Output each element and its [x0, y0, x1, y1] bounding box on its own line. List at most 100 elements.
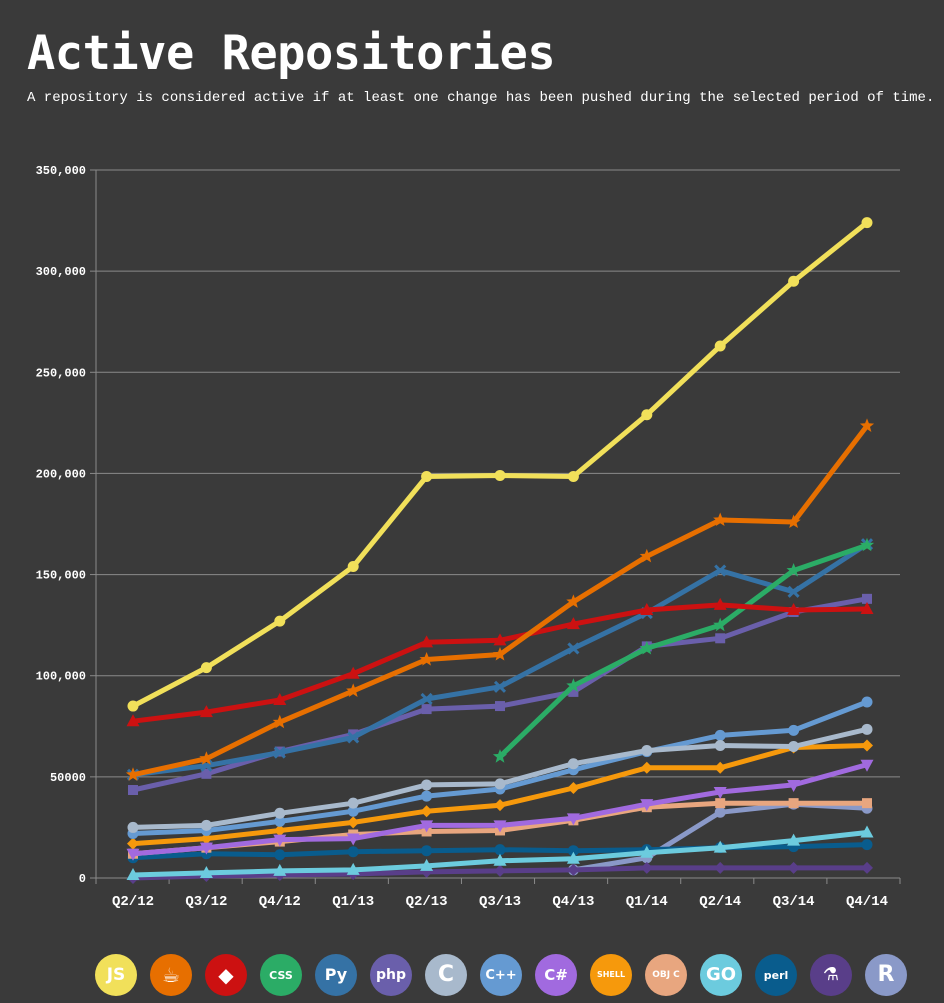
data-point	[346, 833, 360, 846]
data-point	[714, 340, 726, 352]
data-point	[421, 779, 433, 791]
data-point	[713, 840, 727, 853]
y-tick-label: 150,000	[36, 569, 86, 583]
data-point	[126, 867, 140, 880]
data-point	[567, 781, 580, 794]
x-tick-label: Q1/14	[626, 894, 668, 910]
legend-glyph: php	[375, 967, 406, 983]
data-point	[641, 745, 653, 757]
data-point	[788, 724, 800, 736]
data-point	[714, 761, 727, 774]
series-ruby	[126, 597, 874, 727]
data-point	[640, 761, 653, 774]
data-point	[713, 617, 728, 632]
y-tick-label: 300,000	[36, 265, 86, 279]
series-javascript	[127, 217, 873, 712]
data-point	[640, 861, 653, 874]
legend-glyph: ⚗	[822, 964, 840, 985]
java-icon: ☕	[150, 954, 192, 996]
data-point	[346, 683, 361, 697]
objective-c-icon: OBJ C	[645, 954, 687, 996]
data-point	[493, 633, 507, 646]
data-point	[787, 602, 801, 615]
data-point	[346, 666, 360, 679]
data-point	[860, 759, 874, 772]
data-point	[715, 798, 726, 809]
page-title: Active Repositories	[27, 26, 556, 81]
data-point	[640, 845, 654, 858]
data-point	[126, 714, 140, 727]
legend-glyph: ◆	[218, 963, 234, 987]
data-point	[788, 798, 799, 809]
data-point	[199, 705, 213, 718]
legend-glyph: C	[437, 962, 455, 987]
go-icon: GO	[700, 954, 742, 996]
data-point	[788, 275, 800, 287]
legend-glyph: CSS	[269, 968, 293, 982]
data-point	[420, 692, 433, 706]
data-point	[419, 652, 434, 666]
legend-glyph: R	[877, 962, 895, 987]
data-point	[272, 714, 287, 729]
data-point	[347, 846, 359, 858]
css-icon: CSS	[260, 954, 302, 996]
data-point	[421, 790, 433, 802]
data-point	[861, 739, 873, 752]
data-point	[566, 594, 581, 608]
data-point	[860, 825, 874, 838]
data-point	[347, 805, 359, 817]
data-point	[494, 864, 506, 877]
data-point	[420, 820, 434, 833]
data-point	[567, 863, 580, 876]
r-icon: R	[865, 954, 907, 996]
y-tick-label: 200,000	[36, 467, 86, 481]
data-point	[125, 767, 141, 781]
c-icon: C	[425, 954, 467, 996]
data-point	[713, 597, 727, 610]
data-point	[495, 701, 505, 712]
data-point	[128, 785, 138, 796]
y-tick-label: 100,000	[36, 670, 86, 684]
y-tick-label: 50000	[50, 771, 86, 785]
data-point	[348, 729, 359, 740]
language-legend: JS ☕ ◆ CSS Py php C C++ C# SHELL OBJ C GO perl ⚗ R	[95, 954, 907, 996]
series-java	[125, 418, 875, 781]
data-point	[714, 861, 727, 874]
data-point	[786, 514, 801, 528]
data-point	[273, 834, 287, 847]
data-point	[493, 680, 507, 693]
data-point	[420, 805, 433, 818]
data-point	[420, 635, 434, 648]
series-c	[127, 723, 873, 833]
data-point	[127, 837, 139, 850]
php-icon: php	[370, 954, 412, 996]
data-point	[567, 642, 580, 655]
data-point	[859, 537, 875, 552]
data-point	[274, 849, 286, 861]
csharp-icon: C#	[535, 954, 577, 996]
data-point	[421, 470, 433, 482]
data-point	[861, 723, 873, 735]
data-point	[786, 563, 801, 577]
data-point	[788, 741, 800, 753]
data-point	[713, 512, 728, 526]
x-tick-label: Q4/13	[552, 894, 594, 910]
data-point	[494, 778, 506, 790]
data-point	[567, 470, 579, 482]
y-tick-label: 0	[79, 872, 86, 886]
data-point	[494, 799, 506, 812]
x-tick-label: Q2/13	[406, 894, 448, 910]
series-shell	[127, 739, 873, 850]
javascript-icon: JS	[95, 954, 137, 996]
data-point	[273, 824, 286, 837]
legend-glyph: ☕	[162, 963, 180, 987]
data-point	[861, 696, 873, 708]
series-php	[128, 593, 872, 796]
data-point	[715, 633, 726, 644]
data-point	[639, 640, 654, 655]
data-point	[200, 662, 212, 674]
data-point	[787, 779, 801, 792]
data-point	[494, 469, 506, 481]
series-css	[492, 537, 875, 763]
data-point	[274, 807, 286, 819]
